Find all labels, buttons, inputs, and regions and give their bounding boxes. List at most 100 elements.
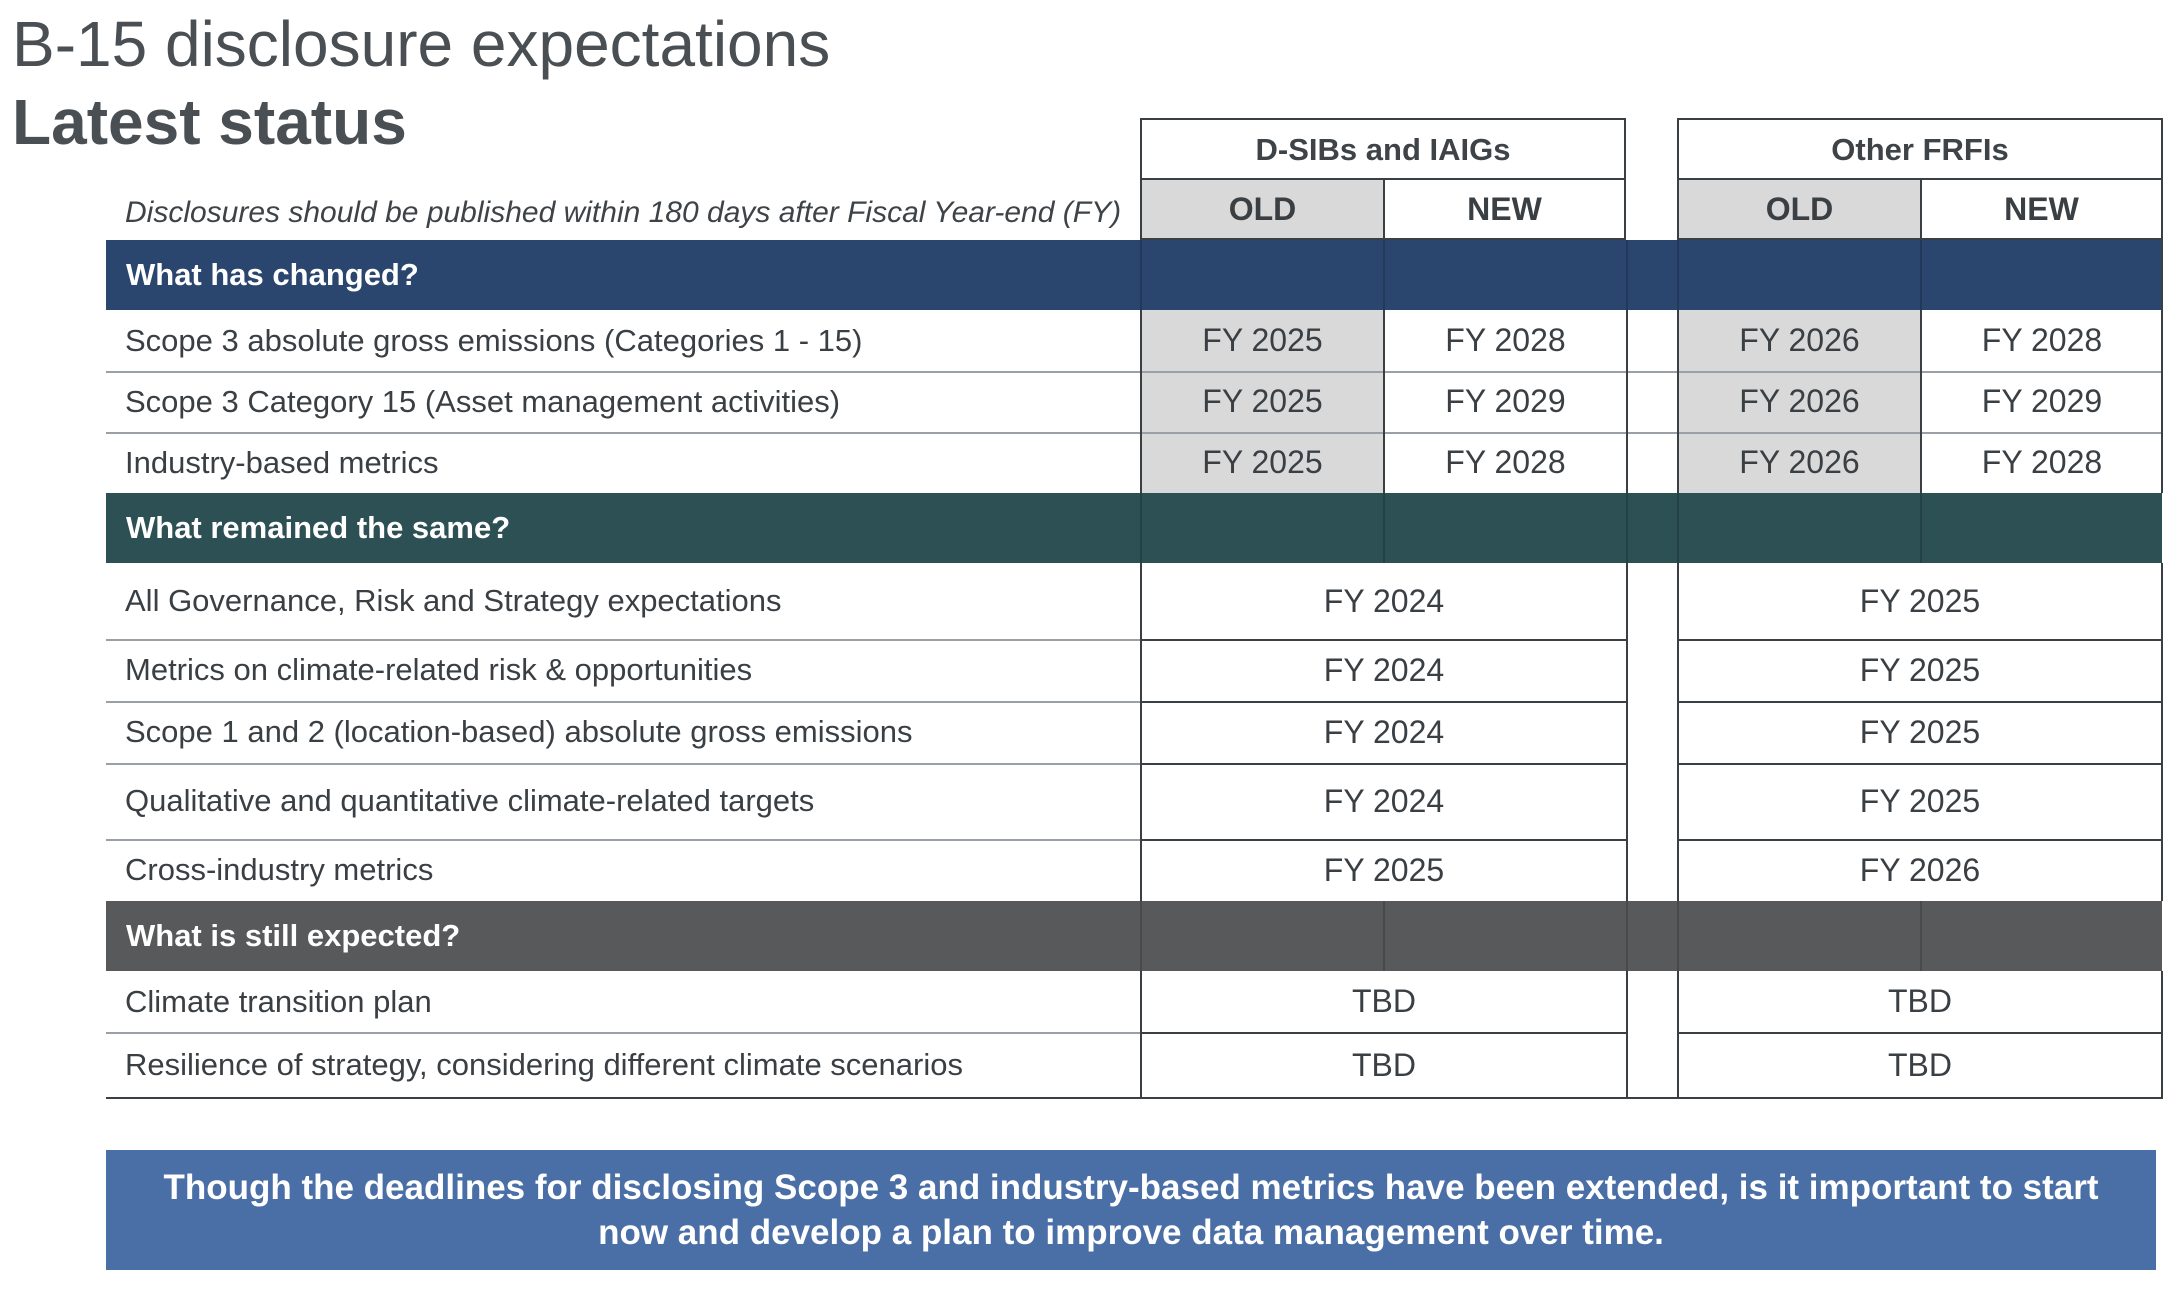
cell-dsib: TBD — [1352, 983, 1416, 1019]
row-divider — [1677, 701, 2163, 703]
band-divider — [1140, 240, 1142, 310]
cell-frfi: FY 2025 — [1859, 713, 1981, 750]
row-divider — [1140, 639, 1626, 641]
row-divider — [106, 371, 2162, 373]
cell-dsib: FY 2025 — [1323, 851, 1445, 888]
col-divider — [1626, 310, 1628, 493]
row-divider — [106, 1032, 1140, 1034]
cell-frfi-old: FY 2026 — [1679, 310, 1920, 371]
subheader-dsib-new: NEW — [1385, 180, 1624, 240]
row-divider — [106, 701, 1140, 703]
row-divider — [1677, 763, 2163, 765]
subheader-divider — [1383, 180, 1385, 240]
band-divider — [1677, 240, 1679, 310]
section-band-changed: What has changed? — [106, 240, 2162, 310]
subheader-dsib-old: OLD — [1142, 180, 1383, 240]
col-divider — [2161, 971, 2163, 1099]
band-divider — [1383, 493, 1385, 563]
callout-banner: Though the deadlines for disclosing Scop… — [106, 1150, 2156, 1270]
group-header-divider — [1677, 178, 2163, 180]
col-divider — [1626, 971, 1628, 1099]
cell-frfi-new: FY 2029 — [1981, 383, 2103, 419]
cell-dsib-old: FY 2025 — [1142, 371, 1383, 432]
band-divider — [1140, 901, 1142, 971]
cell-dsib: FY 2024 — [1323, 713, 1445, 750]
cell-dsib: TBD — [1352, 1046, 1416, 1083]
section-band-expected: What is still expected? — [106, 901, 2162, 971]
row-divider — [1677, 839, 2163, 841]
band-divider — [1920, 493, 1922, 563]
row-label: Scope 3 absolute gross emissions (Catego… — [125, 322, 863, 358]
cell-dsib: FY 2024 — [1323, 651, 1445, 688]
subheader-frfi-new: NEW — [1922, 180, 2161, 240]
row-label: Scope 1 and 2 (location-based) absolute … — [125, 714, 913, 749]
page-title: B-15 disclosure expectations — [12, 8, 831, 80]
group-header-dsib-label: D-SIBs and IAIGs — [1255, 132, 1511, 167]
row-divider — [106, 432, 2162, 434]
col-divider — [1140, 971, 1142, 1099]
cell-frfi: FY 2026 — [1859, 851, 1981, 888]
band-divider — [1140, 493, 1142, 563]
cell-frfi: FY 2025 — [1859, 651, 1981, 688]
band-divider — [1626, 240, 1628, 310]
section-band-same: What remained the same? — [106, 493, 2162, 563]
row-label: Scope 3 Category 15 (Asset management ac… — [125, 383, 841, 419]
cell-dsib-old: FY 2025 — [1142, 310, 1383, 371]
row-divider — [1140, 701, 1626, 703]
subheader-frfi-old: OLD — [1679, 180, 1920, 240]
col-divider — [1677, 971, 1679, 1099]
col-divider — [1383, 310, 1385, 493]
band-divider — [1383, 901, 1385, 971]
col-divider — [1140, 310, 1142, 493]
band-divider — [1677, 901, 1679, 971]
row-divider — [106, 639, 1140, 641]
band-divider — [1920, 901, 1922, 971]
group-header-frfi-label: Other FRFIs — [1831, 132, 2009, 167]
cell-dsib: FY 2024 — [1323, 582, 1445, 619]
band-divider — [1626, 493, 1628, 563]
row-label: Industry-based metrics — [125, 444, 439, 480]
cell-frfi-new: FY 2028 — [1981, 444, 2103, 480]
cell-frfi-old: FY 2026 — [1679, 371, 1920, 432]
cell-frfi-old: FY 2026 — [1679, 432, 1920, 493]
section-title-same: What remained the same? — [126, 510, 511, 545]
cell-frfi-new: FY 2028 — [1981, 322, 2103, 358]
col-divider — [1140, 563, 1142, 901]
cell-frfi: TBD — [1888, 983, 1952, 1019]
row-label: Qualitative and quantitative climate-rel… — [125, 783, 815, 818]
row-divider — [106, 839, 1140, 841]
section-title-changed: What has changed? — [126, 257, 419, 292]
band-divider — [1677, 493, 1679, 563]
row-label: Resilience of strategy, considering diff… — [125, 1047, 963, 1082]
table-bottom-border — [106, 1097, 2163, 1099]
cell-dsib-new: FY 2028 — [1445, 444, 1566, 480]
cell-dsib-old: FY 2025 — [1142, 432, 1383, 493]
subheader-divider — [1920, 180, 1922, 240]
col-divider — [2161, 563, 2163, 901]
page-subtitle: Latest status — [12, 86, 407, 158]
group-header-divider — [1140, 178, 1626, 180]
row-label: All Governance, Risk and Strategy expect… — [125, 583, 782, 618]
col-divider — [1677, 310, 1679, 493]
cell-frfi: FY 2025 — [1859, 582, 1981, 619]
row-divider — [1140, 839, 1626, 841]
disclosure-note: Disclosures should be published within 1… — [125, 196, 1122, 229]
row-divider — [106, 763, 1140, 765]
row-divider — [1140, 763, 1626, 765]
section-title-expected: What is still expected? — [126, 918, 461, 953]
cell-frfi: TBD — [1888, 1046, 1952, 1083]
col-divider — [1626, 563, 1628, 901]
col-divider — [1920, 310, 1922, 493]
row-label: Cross-industry metrics — [125, 852, 434, 887]
band-divider — [1626, 901, 1628, 971]
row-label: Metrics on climate-related risk & opport… — [125, 652, 753, 687]
row-divider — [1677, 639, 2163, 641]
col-divider — [2161, 118, 2163, 493]
cell-dsib: FY 2024 — [1323, 782, 1445, 819]
band-divider — [1383, 240, 1385, 310]
col-divider — [1677, 563, 1679, 901]
row-label: Climate transition plan — [125, 983, 432, 1019]
cell-frfi: FY 2025 — [1859, 782, 1981, 819]
cell-dsib-new: FY 2029 — [1445, 383, 1566, 419]
cell-dsib-new: FY 2028 — [1445, 322, 1566, 358]
